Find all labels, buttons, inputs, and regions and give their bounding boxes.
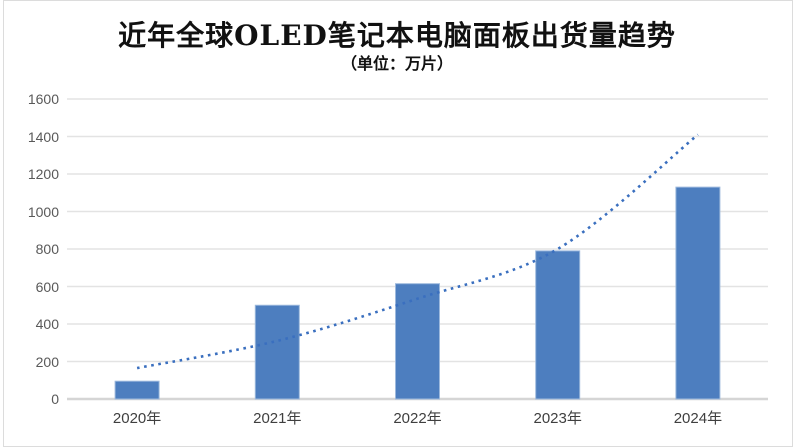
x-tick-label: 2022年 bbox=[393, 410, 442, 427]
trendline-dotted bbox=[136, 133, 699, 370]
x-tick-label: 2023年 bbox=[533, 410, 582, 427]
y-tick-label: 1400 bbox=[27, 128, 59, 145]
bar-2024年 bbox=[675, 186, 721, 400]
y-tick-label: 200 bbox=[35, 353, 59, 370]
bar-2023年 bbox=[535, 250, 581, 400]
x-tick-label: 2024年 bbox=[673, 410, 723, 427]
y-tick-label: 1200 bbox=[27, 166, 59, 182]
x-tick-label: 2020年 bbox=[112, 410, 162, 427]
x-tick-label: 2021年 bbox=[253, 410, 302, 427]
bar-2021年 bbox=[254, 304, 300, 400]
chart-subtitle: （单位：万片） bbox=[340, 54, 453, 73]
chart-title: 近年全球OLED笔记本电脑面板出货量趋势 bbox=[118, 19, 676, 52]
y-tick-label: 800 bbox=[35, 241, 59, 257]
y-tick-label: 1600 bbox=[27, 91, 59, 107]
bar-2020年 bbox=[114, 380, 160, 400]
y-tick-label: 400 bbox=[35, 316, 59, 332]
y-tick-label: 0 bbox=[51, 391, 59, 407]
y-tick-label: 600 bbox=[35, 278, 59, 295]
bar-2022年 bbox=[395, 283, 440, 400]
y-tick-label: 1000 bbox=[27, 203, 59, 220]
